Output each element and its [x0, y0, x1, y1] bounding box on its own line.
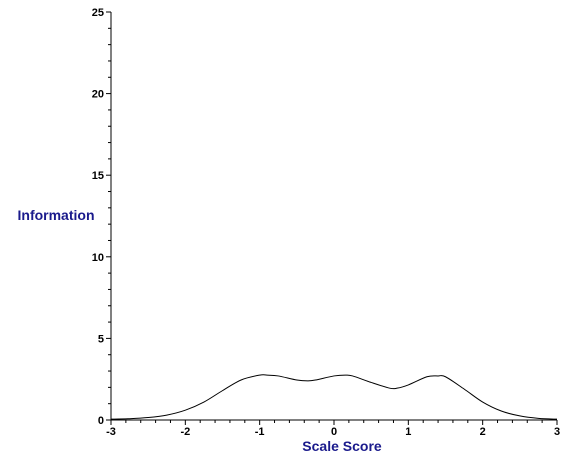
- x-tick-label: 3: [554, 426, 560, 438]
- x-axis-ticks: -3 -2 -1 0 1 2 3: [106, 420, 560, 438]
- x-tick-label: 0: [331, 426, 337, 438]
- x-tick-label: -3: [106, 426, 116, 438]
- y-tick-label: 20: [92, 89, 104, 101]
- y-tick-label: 0: [98, 415, 104, 427]
- x-axis-title: Scale Score: [302, 438, 382, 454]
- information-curve: [110, 374, 558, 420]
- y-tick-label: 5: [98, 333, 104, 345]
- y-tick-label: 25: [92, 7, 104, 19]
- x-tick-label: 1: [405, 426, 411, 438]
- x-tick-label: -1: [255, 426, 265, 438]
- x-tick-label: 2: [480, 426, 486, 438]
- x-tick-label: -2: [180, 426, 190, 438]
- y-axis-ticks: 0 5 10 15 20 25: [92, 7, 111, 427]
- y-tick-label: 10: [92, 252, 104, 264]
- y-axis-title: Information: [18, 207, 95, 223]
- y-tick-label: 15: [92, 170, 104, 182]
